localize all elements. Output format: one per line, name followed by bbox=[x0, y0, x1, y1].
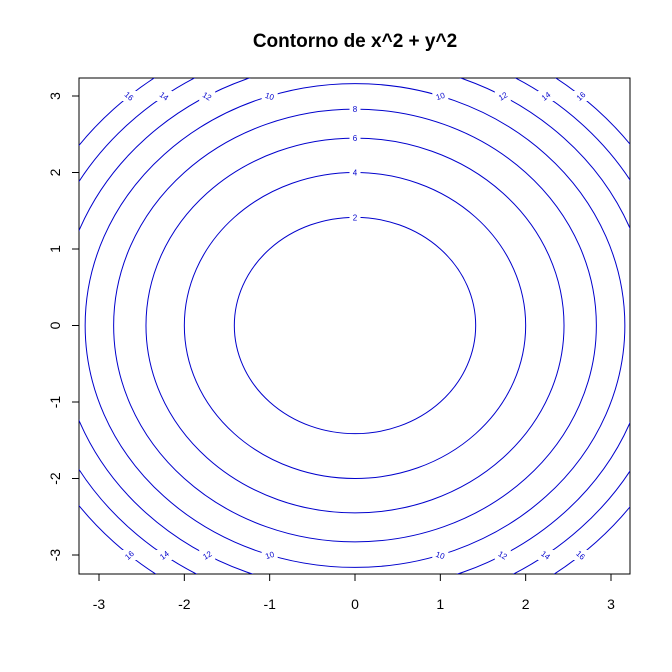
contour-label-10: 10 bbox=[435, 91, 447, 103]
x-tick-label: -3 bbox=[93, 596, 106, 612]
x-tick-label: 0 bbox=[351, 596, 359, 612]
contour-label-bg bbox=[156, 550, 173, 560]
contour-label-bg bbox=[537, 550, 554, 560]
y-tick-label: 3 bbox=[47, 92, 63, 100]
x-axis: -3 -2 -1 0 1 2 3 bbox=[93, 573, 615, 612]
contour-label-bg bbox=[121, 550, 138, 560]
contour-label-bg bbox=[199, 550, 216, 560]
contour-label-bg bbox=[494, 91, 511, 101]
contour-label-10: 10 bbox=[264, 550, 276, 562]
x-tick-label: 2 bbox=[522, 596, 530, 612]
contour-label-4: 4 bbox=[353, 169, 358, 178]
contour-label-bg bbox=[121, 91, 138, 101]
x-tick-label: -2 bbox=[178, 596, 191, 612]
y-axis: -3 -2 -1 0 1 2 3 bbox=[47, 92, 80, 562]
contour-label-bg bbox=[494, 550, 511, 560]
x-tick-label: -1 bbox=[263, 596, 276, 612]
contour-label-bg bbox=[349, 212, 361, 223]
y-tick-label: 1 bbox=[47, 245, 63, 253]
contour-label-10: 10 bbox=[264, 91, 276, 103]
contour-label-bg bbox=[349, 167, 361, 178]
contour-label-6: 6 bbox=[353, 134, 358, 143]
y-tick-label: -2 bbox=[47, 472, 63, 485]
contour-line-2 bbox=[233, 216, 477, 435]
contour-label-bg bbox=[261, 91, 278, 101]
contour-label-bg bbox=[537, 91, 554, 101]
x-tick-label: 1 bbox=[436, 596, 444, 612]
plot-frame bbox=[78, 77, 631, 575]
y-tick-label: 2 bbox=[47, 168, 63, 176]
contour-label-2: 2 bbox=[353, 213, 358, 222]
chart-title: Contorno de x^2 + y^2 bbox=[253, 31, 457, 52]
contour-label-bg bbox=[199, 91, 216, 101]
contour-label-bg bbox=[156, 91, 173, 101]
contour-label-bg bbox=[261, 550, 278, 560]
contour-label-bg bbox=[349, 133, 361, 144]
contour-label-bg bbox=[432, 550, 449, 560]
y-tick-label: -3 bbox=[47, 549, 63, 562]
contour-label-8: 8 bbox=[353, 105, 358, 114]
contour-label-bg bbox=[349, 104, 361, 115]
x-tick-label: 3 bbox=[607, 596, 615, 612]
contour-label-bg bbox=[432, 91, 449, 101]
contour-label-10: 10 bbox=[435, 550, 447, 562]
contour-label-bg bbox=[572, 91, 589, 101]
contour-lines bbox=[79, 78, 630, 574]
y-tick-label: -1 bbox=[47, 396, 63, 409]
contour-line-10 bbox=[84, 83, 626, 568]
contour-label-bg bbox=[572, 550, 589, 560]
contour-line-14 bbox=[79, 78, 630, 574]
contour-line-16 bbox=[79, 78, 630, 574]
y-tick-label: 0 bbox=[47, 321, 63, 329]
contour-line-6 bbox=[145, 137, 565, 514]
